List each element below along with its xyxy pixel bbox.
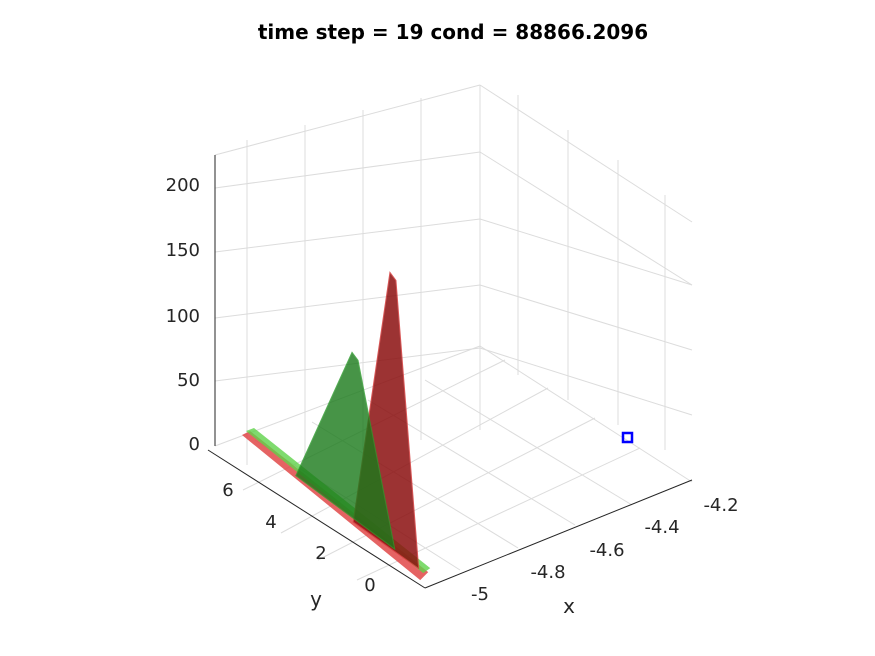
surface-group	[242, 271, 431, 581]
x-axis-label: x	[563, 594, 575, 618]
y-tick-label: 0	[364, 575, 375, 596]
z-ticks: 0 50 100 150 200	[166, 175, 200, 455]
z-tick-label: 150	[166, 240, 200, 261]
x-tick-label: -4.8	[530, 562, 565, 583]
y-axis-line	[207, 449, 426, 589]
y-axis-label: y	[310, 587, 322, 611]
x-tick-label: -5	[471, 584, 489, 605]
surface-peak	[295, 351, 396, 551]
z-tick-label: 200	[166, 175, 200, 196]
surface-base-red	[242, 431, 429, 581]
x-axis-line	[424, 479, 693, 589]
grid	[214, 84, 693, 581]
z-tick-label: 50	[177, 370, 200, 391]
y-tick-label: 4	[265, 512, 276, 533]
y-ticks: 6 4 2 0	[222, 480, 375, 596]
x-ticks: -5 -4.8 -4.6 -4.4 -4.2	[471, 495, 739, 605]
z-tick-label: 0	[189, 434, 200, 455]
x-tick-label: -4.6	[589, 540, 624, 561]
x-tick-label: -4.2	[703, 495, 738, 516]
axes	[207, 155, 693, 589]
chart-title: time step = 19 cond = 88866.2096	[258, 20, 648, 44]
y-tick-label: 2	[315, 543, 326, 564]
z-tick-label: 100	[166, 306, 200, 327]
data-marker	[621, 431, 634, 444]
x-tick-label: -4.4	[644, 517, 679, 538]
y-tick-label: 6	[222, 480, 233, 501]
